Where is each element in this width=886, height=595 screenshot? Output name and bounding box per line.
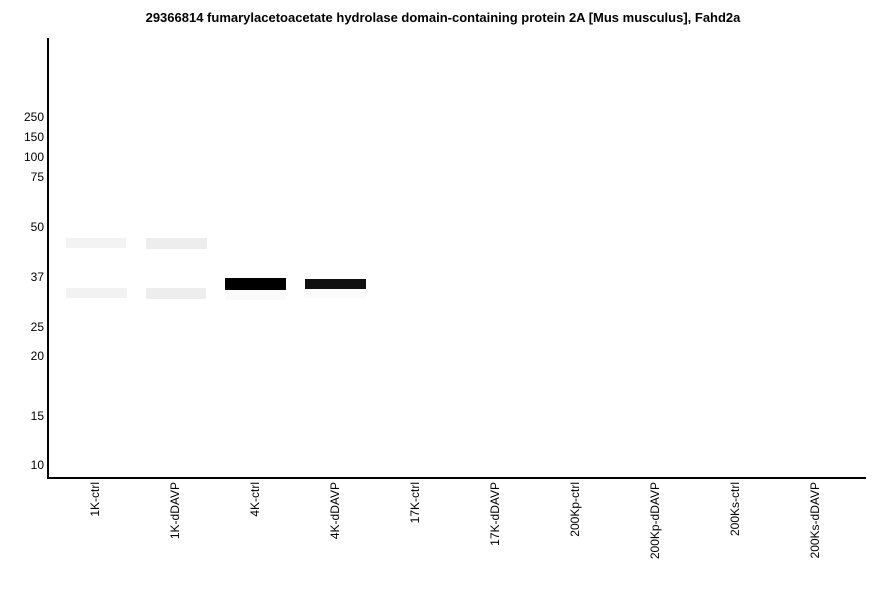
figure-title: 29366814 fumarylacetoacetate hydrolase d… xyxy=(145,10,741,25)
x-axis-tick-label: 200Kp-ctrl xyxy=(568,482,582,537)
gel-band xyxy=(66,238,126,248)
x-axis-tick-label: 4K-dDAVP xyxy=(328,482,342,540)
y-axis-line xyxy=(47,38,49,479)
gel-band xyxy=(146,238,207,249)
y-axis-tick-label: 20 xyxy=(30,349,44,363)
y-axis-tick-label: 37 xyxy=(30,270,44,284)
x-axis-tick-label: 17K-ctrl xyxy=(408,482,422,524)
gel-band xyxy=(225,290,286,300)
y-axis-tick-label: 50 xyxy=(30,220,44,234)
x-axis-tick-label: 200Kp-dDAVP xyxy=(648,482,662,560)
x-axis-tick-label: 4K-ctrl xyxy=(248,482,262,517)
y-axis-tick-label: 150 xyxy=(23,130,44,144)
x-axis-tick-label: 1K-dDAVP xyxy=(168,482,182,540)
gel-band xyxy=(225,278,286,290)
y-axis-tick-label: 10 xyxy=(30,458,44,472)
x-axis-tick-label: 1K-ctrl xyxy=(88,482,102,517)
x-axis-tick-label: 200Ks-ctrl xyxy=(728,482,742,537)
gel-band xyxy=(305,279,366,289)
gel-band xyxy=(305,289,366,298)
x-axis-tick-label: 200Ks-dDAVP xyxy=(808,482,822,559)
y-axis-tick-label: 75 xyxy=(30,170,44,184)
gel-band xyxy=(146,288,206,299)
x-axis-line xyxy=(47,477,866,479)
y-axis-tick-label: 250 xyxy=(23,110,44,124)
x-axis-tick-label: 17K-dDAVP xyxy=(488,482,502,546)
y-axis-tick-label: 15 xyxy=(30,409,44,423)
y-axis-tick-label: 25 xyxy=(30,320,44,334)
y-axis-tick-label: 100 xyxy=(23,150,44,164)
gel-band xyxy=(66,288,127,298)
